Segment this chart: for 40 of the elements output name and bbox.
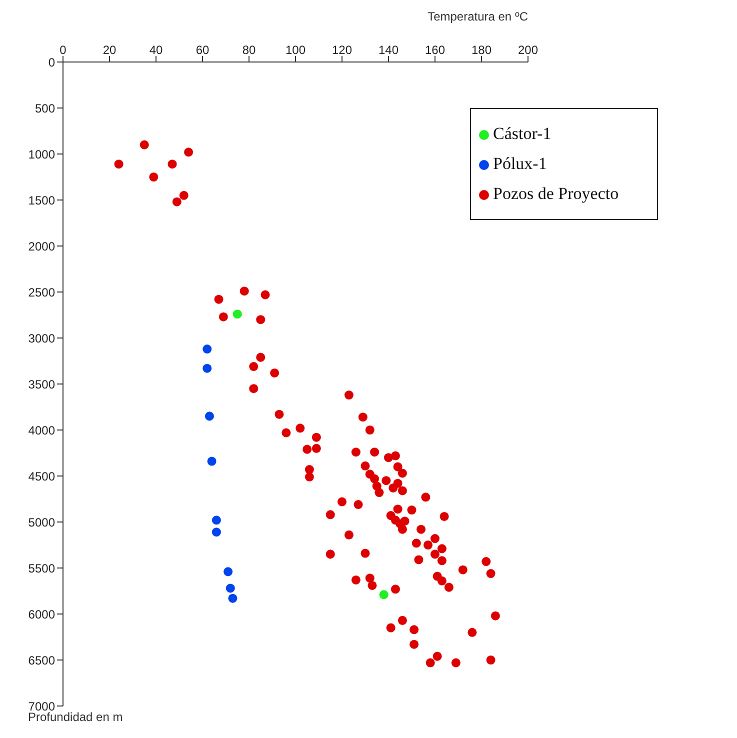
point — [232, 310, 242, 319]
x-tick-label: 80 — [242, 43, 256, 57]
y-tick-label: 5500 — [28, 561, 56, 576]
x-tick-label: 40 — [149, 43, 163, 57]
x-tick-label: 120 — [332, 43, 352, 57]
point — [212, 528, 221, 537]
y-tick-label: 6000 — [28, 607, 56, 622]
x-tick-label: 0 — [60, 43, 67, 57]
x-tick-label: 140 — [378, 43, 399, 57]
x-tick-label: 100 — [285, 43, 306, 57]
point — [226, 584, 235, 593]
x-tick-label: 180 — [471, 43, 492, 57]
y-tick-label: 0 — [48, 55, 56, 70]
point — [379, 590, 388, 600]
x-tick-label: 160 — [424, 43, 446, 57]
point — [228, 594, 238, 603]
point — [202, 344, 212, 354]
y-tick-label: 1000 — [28, 147, 56, 162]
legend-label: Cástor-1 — [493, 124, 552, 143]
legend-label: Pozos de Proyecto — [493, 184, 619, 203]
point — [204, 412, 214, 421]
y-tick-label: 5000 — [28, 515, 56, 530]
y-tick-label: 2500 — [28, 285, 56, 300]
y-tick-label: 3000 — [28, 331, 56, 346]
x-axis-title: Temperatura en ºC — [428, 10, 528, 24]
point — [202, 364, 212, 373]
x-tick-label: 60 — [196, 43, 210, 57]
y-tick-label: 2000 — [28, 239, 56, 254]
x-tick-label: 20 — [102, 43, 116, 57]
y-tick-label: 4000 — [28, 423, 56, 438]
point — [212, 516, 221, 525]
legend-label: Pólux-1 — [493, 154, 547, 173]
y-tick-label: 6500 — [28, 653, 56, 668]
y-tick-label: 500 — [34, 101, 56, 116]
y-tick-label: 4500 — [28, 469, 56, 484]
y-tick-label: 1500 — [28, 193, 56, 208]
x-tick-label: 200 — [518, 43, 538, 57]
y-tick-label: 3500 — [28, 377, 56, 392]
point — [224, 567, 233, 576]
point — [207, 456, 216, 466]
